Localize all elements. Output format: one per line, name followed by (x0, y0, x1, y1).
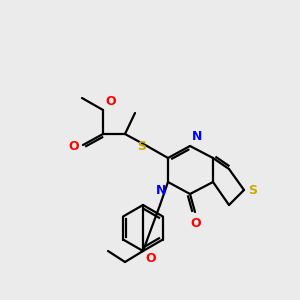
Text: O: O (145, 252, 156, 265)
Text: O: O (191, 217, 201, 230)
Text: N: N (156, 184, 166, 197)
Text: N: N (192, 130, 202, 143)
Text: O: O (105, 95, 116, 108)
Text: S: S (137, 140, 146, 154)
Text: S: S (248, 184, 257, 196)
Text: O: O (68, 140, 79, 152)
